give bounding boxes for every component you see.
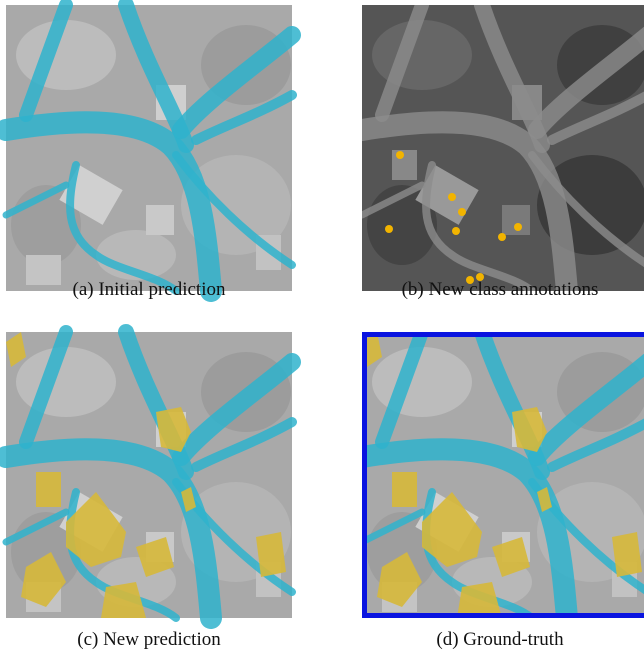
caption: (a) Initial prediction: [73, 279, 226, 300]
caption: (c) New prediction: [77, 629, 221, 650]
panel-b: [362, 5, 644, 291]
panel-c: [6, 332, 292, 618]
panel-d: [362, 332, 644, 618]
caption: (b) New class annotations: [402, 279, 599, 300]
caption: (d) Ground-truth: [436, 629, 564, 650]
panel-a: [6, 5, 292, 291]
